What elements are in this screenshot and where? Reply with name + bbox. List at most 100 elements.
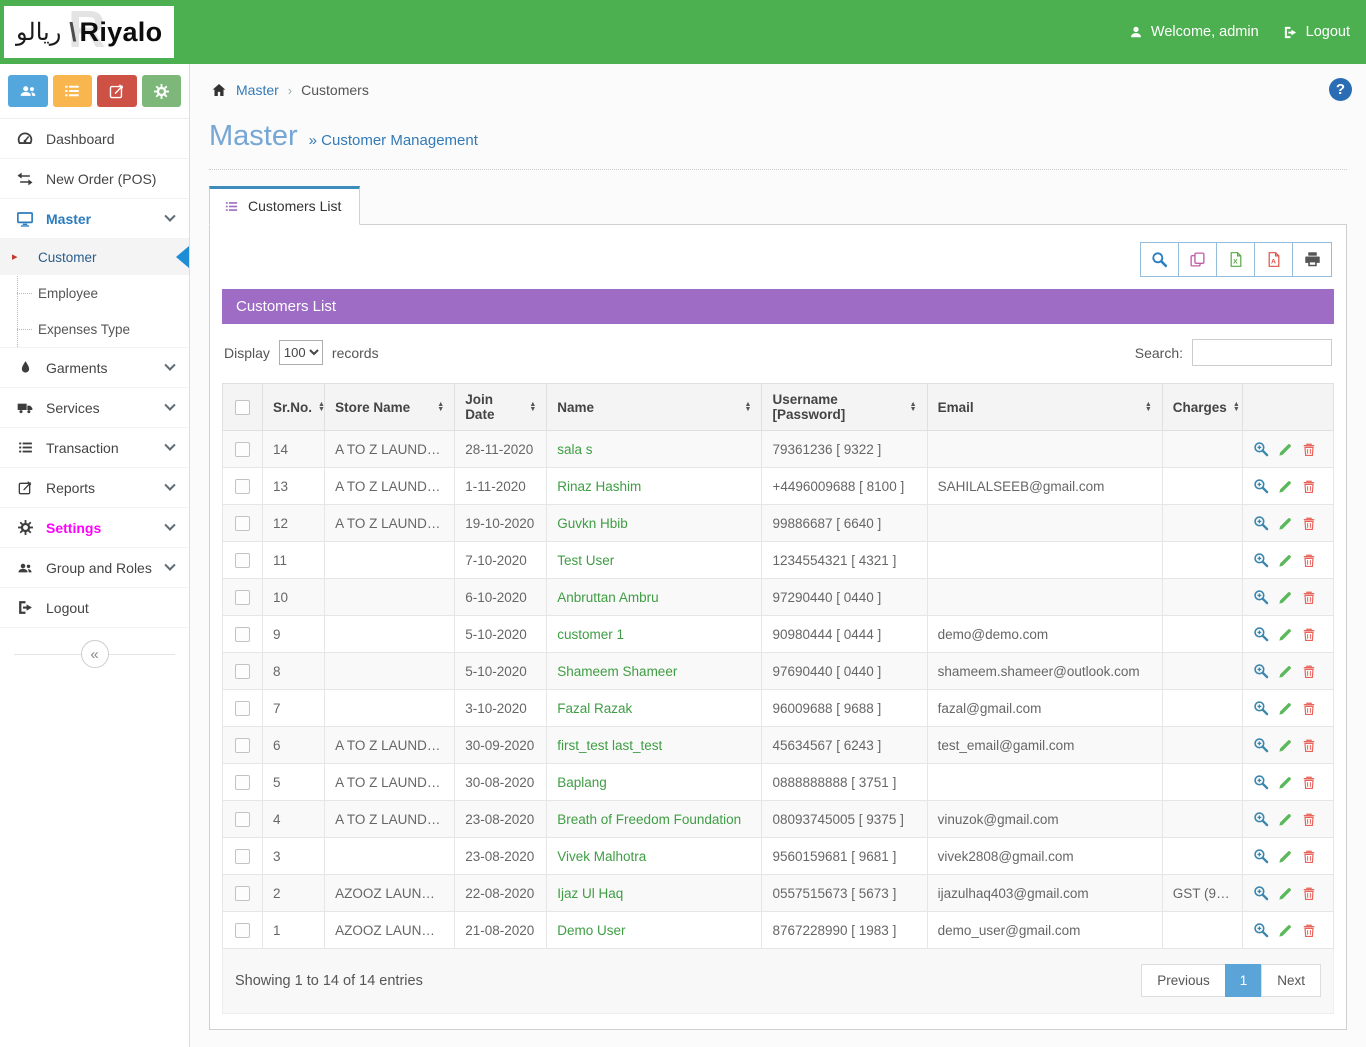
- sidebar-item-reports[interactable]: Reports: [0, 468, 189, 508]
- cell-customer-name-link[interactable]: Vivek Malhotra: [547, 838, 762, 875]
- cell-customer-name-link[interactable]: Breath of Freedom Foundation: [547, 801, 762, 838]
- edit-pencil-icon[interactable]: [1278, 479, 1293, 494]
- row-checkbox[interactable]: [235, 627, 250, 642]
- view-zoom-icon[interactable]: [1253, 848, 1269, 864]
- sidebar-subitem-expenses-type[interactable]: Expenses Type: [0, 311, 189, 347]
- sidebar-item-transaction[interactable]: Transaction: [0, 428, 189, 468]
- cell-customer-name-link[interactable]: Fazal Razak: [547, 690, 762, 727]
- delete-trash-icon[interactable]: [1302, 701, 1316, 716]
- edit-pencil-icon[interactable]: [1278, 701, 1293, 716]
- edit-pencil-icon[interactable]: [1278, 627, 1293, 642]
- row-checkbox[interactable]: [235, 886, 250, 901]
- edit-pencil-icon[interactable]: [1278, 516, 1293, 531]
- quick-settings-button[interactable]: [142, 75, 182, 107]
- delete-trash-icon[interactable]: [1302, 775, 1316, 790]
- column-header-charges[interactable]: Charges▲▼: [1162, 384, 1242, 431]
- brand-logo[interactable]: R ريالو \ Riyalo: [4, 6, 174, 58]
- cell-customer-name-link[interactable]: Anbruttan Ambru: [547, 579, 762, 616]
- row-checkbox[interactable]: [235, 479, 250, 494]
- row-checkbox[interactable]: [235, 738, 250, 753]
- column-header-name[interactable]: Name▲▼: [547, 384, 762, 431]
- next-page-button[interactable]: Next: [1261, 964, 1321, 997]
- view-zoom-icon[interactable]: [1253, 552, 1269, 568]
- sidebar-collapse-button[interactable]: «: [81, 640, 109, 668]
- sidebar-item-logout[interactable]: Logout: [0, 588, 189, 628]
- view-zoom-icon[interactable]: [1253, 700, 1269, 716]
- cell-customer-name-link[interactable]: Demo User: [547, 912, 762, 949]
- cell-customer-name-link[interactable]: customer 1: [547, 616, 762, 653]
- cell-customer-name-link[interactable]: Baplang: [547, 764, 762, 801]
- sidebar-subitem-employee[interactable]: Employee: [0, 275, 189, 311]
- search-input[interactable]: [1192, 339, 1332, 366]
- tab-customers-list[interactable]: Customers List: [209, 186, 360, 225]
- page-size-select[interactable]: 100: [279, 340, 323, 365]
- edit-pencil-icon[interactable]: [1278, 442, 1293, 457]
- edit-pencil-icon[interactable]: [1278, 849, 1293, 864]
- edit-pencil-icon[interactable]: [1278, 923, 1293, 938]
- table-search-button[interactable]: [1141, 243, 1179, 276]
- cell-customer-name-link[interactable]: sala s: [547, 431, 762, 468]
- delete-trash-icon[interactable]: [1302, 886, 1316, 901]
- delete-trash-icon[interactable]: [1302, 664, 1316, 679]
- edit-pencil-icon[interactable]: [1278, 553, 1293, 568]
- view-zoom-icon[interactable]: [1253, 885, 1269, 901]
- column-header-join-date[interactable]: Join Date▲▼: [455, 384, 547, 431]
- view-zoom-icon[interactable]: [1253, 737, 1269, 753]
- column-header-email[interactable]: Email▲▼: [927, 384, 1162, 431]
- view-zoom-icon[interactable]: [1253, 441, 1269, 457]
- cell-customer-name-link[interactable]: Ijaz Ul Haq: [547, 875, 762, 912]
- sidebar-subitem-customer[interactable]: ▸ Customer: [0, 239, 189, 275]
- quick-list-button[interactable]: [53, 75, 93, 107]
- delete-trash-icon[interactable]: [1302, 442, 1316, 457]
- column-header-username[interactable]: Username [Password]▲▼: [762, 384, 927, 431]
- column-header-store[interactable]: Store Name▲▼: [325, 384, 455, 431]
- delete-trash-icon[interactable]: [1302, 923, 1316, 938]
- row-checkbox[interactable]: [235, 553, 250, 568]
- row-checkbox[interactable]: [235, 442, 250, 457]
- row-checkbox[interactable]: [235, 590, 250, 605]
- quick-edit-button[interactable]: [97, 75, 137, 107]
- export-pdf-button[interactable]: A: [1255, 243, 1293, 276]
- view-zoom-icon[interactable]: [1253, 811, 1269, 827]
- delete-trash-icon[interactable]: [1302, 627, 1316, 642]
- sidebar-item-master[interactable]: Master: [0, 199, 189, 239]
- select-all-checkbox[interactable]: [235, 400, 250, 415]
- view-zoom-icon[interactable]: [1253, 589, 1269, 605]
- row-checkbox[interactable]: [235, 923, 250, 938]
- sidebar-item-new-order[interactable]: New Order (POS): [0, 159, 189, 199]
- sidebar-item-dashboard[interactable]: Dashboard: [0, 119, 189, 159]
- view-zoom-icon[interactable]: [1253, 663, 1269, 679]
- quick-users-button[interactable]: [8, 75, 48, 107]
- delete-trash-icon[interactable]: [1302, 738, 1316, 753]
- help-button[interactable]: ?: [1329, 78, 1352, 101]
- delete-trash-icon[interactable]: [1302, 479, 1316, 494]
- row-checkbox[interactable]: [235, 516, 250, 531]
- breadcrumb-master[interactable]: Master: [236, 82, 279, 98]
- home-icon[interactable]: [211, 82, 227, 98]
- sidebar-item-group-roles[interactable]: Group and Roles: [0, 548, 189, 588]
- logout-button[interactable]: Logout: [1283, 24, 1350, 40]
- delete-trash-icon[interactable]: [1302, 516, 1316, 531]
- row-checkbox[interactable]: [235, 701, 250, 716]
- view-zoom-icon[interactable]: [1253, 774, 1269, 790]
- view-zoom-icon[interactable]: [1253, 515, 1269, 531]
- cell-customer-name-link[interactable]: Guvkn Hbib: [547, 505, 762, 542]
- edit-pencil-icon[interactable]: [1278, 812, 1293, 827]
- previous-page-button[interactable]: Previous: [1141, 964, 1226, 997]
- edit-pencil-icon[interactable]: [1278, 590, 1293, 605]
- print-button[interactable]: [1293, 243, 1331, 276]
- cell-customer-name-link[interactable]: Rinaz Hashim: [547, 468, 762, 505]
- sidebar-item-garments[interactable]: Garments: [0, 348, 189, 388]
- export-excel-button[interactable]: X: [1217, 243, 1255, 276]
- view-zoom-icon[interactable]: [1253, 626, 1269, 642]
- page-1-button[interactable]: 1: [1225, 964, 1263, 997]
- copy-button[interactable]: [1179, 243, 1217, 276]
- delete-trash-icon[interactable]: [1302, 812, 1316, 827]
- view-zoom-icon[interactable]: [1253, 478, 1269, 494]
- edit-pencil-icon[interactable]: [1278, 775, 1293, 790]
- edit-pencil-icon[interactable]: [1278, 738, 1293, 753]
- row-checkbox[interactable]: [235, 664, 250, 679]
- sidebar-item-settings[interactable]: Settings: [0, 508, 189, 548]
- edit-pencil-icon[interactable]: [1278, 886, 1293, 901]
- user-menu[interactable]: Welcome, admin: [1129, 24, 1259, 40]
